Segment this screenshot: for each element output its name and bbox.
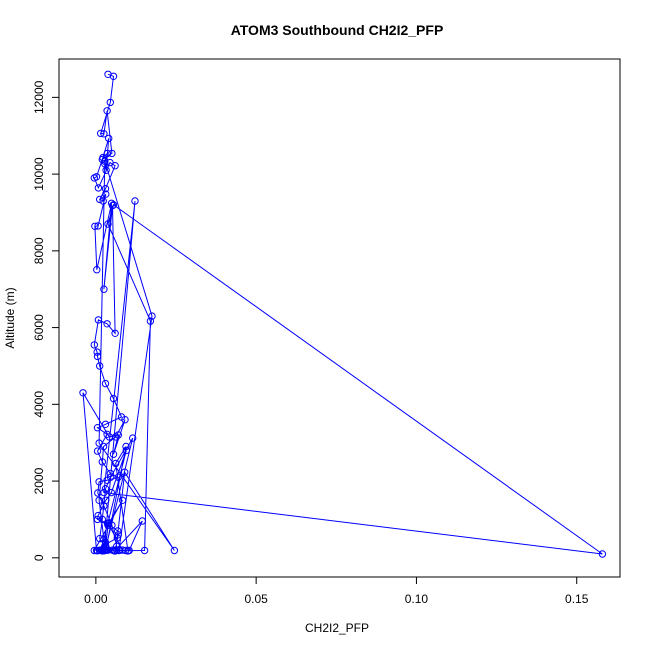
data-point [100,488,108,497]
data-point [114,473,123,481]
data-point [90,546,99,555]
data-point [97,546,106,554]
y-tick-label: 12000 [32,80,46,114]
y-tick-label: 4000 [32,391,46,418]
data-point [112,459,120,468]
data-point [108,201,117,210]
data-point [95,478,103,486]
data-point [79,389,87,397]
data-point [94,184,103,192]
data-point [97,129,105,138]
plot-frame [58,58,621,578]
data-point [148,312,156,320]
data-point [103,107,111,115]
y-axis: 0 2000 4000 6000 8000 10000 12000 [32,80,60,561]
y-tick-label: 8000 [32,237,46,264]
data-point [93,515,102,524]
data-point [106,98,115,107]
data-point [109,450,118,458]
data-point [101,379,110,388]
y-tick-label: 0 [32,554,46,561]
data-point [109,201,118,209]
data-point [122,442,130,451]
data-point [98,458,107,466]
data-point [90,341,99,349]
data-point [96,195,104,204]
data-point [146,317,155,325]
series-line [82,73,603,555]
data-point [598,550,607,558]
data-point [129,434,137,442]
data-point [114,531,123,539]
data-point [101,538,110,547]
data-point [102,190,110,198]
y-tick-label: 6000 [32,314,46,341]
data-point [112,433,120,441]
data-point [170,546,179,555]
x-axis-label: CH2I2_PFP [305,621,369,635]
data-point [104,220,112,228]
data-point [90,174,99,182]
data-point [102,496,110,504]
x-tick-label: 0.10 [405,592,429,606]
data-point [100,130,108,138]
data-point [95,439,103,447]
data-point [131,197,139,205]
data-point [105,134,113,143]
data-point [96,534,104,543]
data-point [98,515,107,524]
data-point [93,266,101,274]
data-point [101,420,110,428]
data-point [102,546,110,554]
data-point [93,424,102,432]
data-point [94,222,102,230]
data-point [113,534,122,542]
data-point [106,473,115,481]
data-point [122,446,131,455]
data-point [114,527,122,535]
data-point [125,546,133,555]
data-point [99,153,107,162]
chart-title: ATOM3 Southbound CH2I2_PFP [231,22,444,38]
data-point [96,362,104,370]
data-point [91,222,99,231]
data-point [103,149,112,158]
x-tick-label: 0.00 [84,592,108,606]
data-point [105,519,113,527]
series-layer [79,70,607,558]
data-point [115,546,123,555]
y-tick-label: 10000 [32,157,46,191]
data-point [93,348,101,356]
data-point [93,447,102,455]
x-tick-label: 0.05 [244,592,268,606]
data-point [100,285,108,293]
data-point [101,185,110,193]
data-point [94,316,103,324]
data-point [111,162,119,170]
data-point [109,394,118,403]
data-point [111,329,119,337]
data-point [138,517,147,525]
data-point [93,352,102,361]
data-point [106,469,115,478]
y-axis-label: Altitude (m) [3,287,17,348]
data-point [107,488,116,497]
data-point [94,511,102,520]
data-point [103,320,111,328]
data-point [121,468,129,476]
data-point [118,496,127,504]
data-point [108,149,116,158]
data-point [140,546,149,555]
data-point [99,197,107,205]
data-point [101,157,109,165]
data-point [101,485,110,493]
y-tick-label: 2000 [32,467,46,494]
data-point [121,416,129,424]
data-point [109,72,118,81]
x-axis: 0.00 0.05 0.10 0.15 [84,576,589,606]
x-tick-label: 0.15 [565,592,589,606]
